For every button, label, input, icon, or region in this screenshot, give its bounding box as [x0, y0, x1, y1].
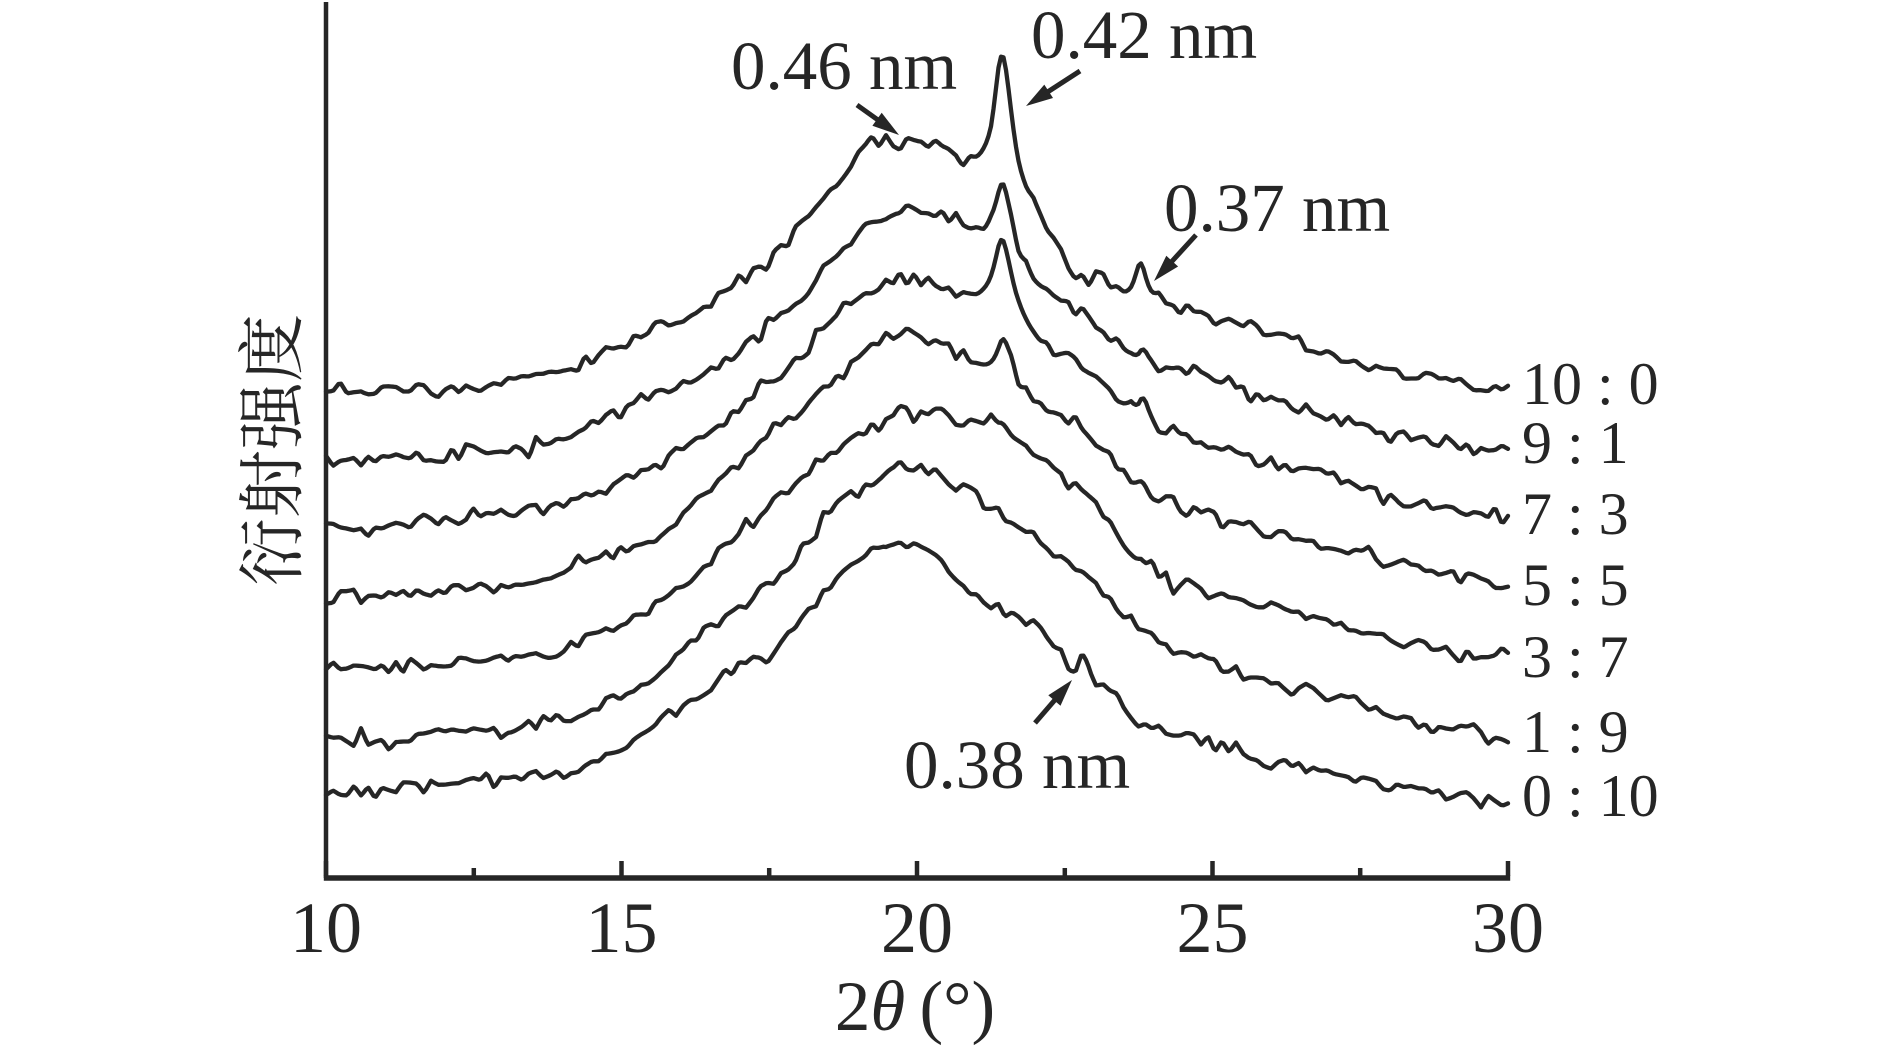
svg-text:1 : 9: 1 : 9: [1522, 699, 1629, 765]
svg-text:9 : 1: 9 : 1: [1522, 410, 1629, 476]
svg-text:3 : 7: 3 : 7: [1522, 624, 1629, 690]
svg-text:10 : 0: 10 : 0: [1522, 351, 1659, 417]
svg-text:10: 10: [290, 888, 362, 968]
svg-text:0.37 nm: 0.37 nm: [1164, 170, 1390, 246]
svg-text:7 : 3: 7 : 3: [1522, 481, 1629, 547]
svg-text:0 : 10: 0 : 10: [1522, 763, 1659, 829]
svg-text:0.42 nm: 0.42 nm: [1031, 0, 1257, 73]
svg-text:30: 30: [1472, 888, 1544, 968]
svg-text:25: 25: [1177, 888, 1249, 968]
svg-text:20: 20: [881, 888, 953, 968]
svg-text:0.38 nm: 0.38 nm: [904, 727, 1130, 803]
svg-text:0.46 nm: 0.46 nm: [731, 28, 957, 104]
svg-text:15: 15: [586, 888, 658, 968]
svg-text:2θ (°): 2θ (°): [835, 968, 995, 1046]
svg-text:5 : 5: 5 : 5: [1522, 552, 1629, 618]
